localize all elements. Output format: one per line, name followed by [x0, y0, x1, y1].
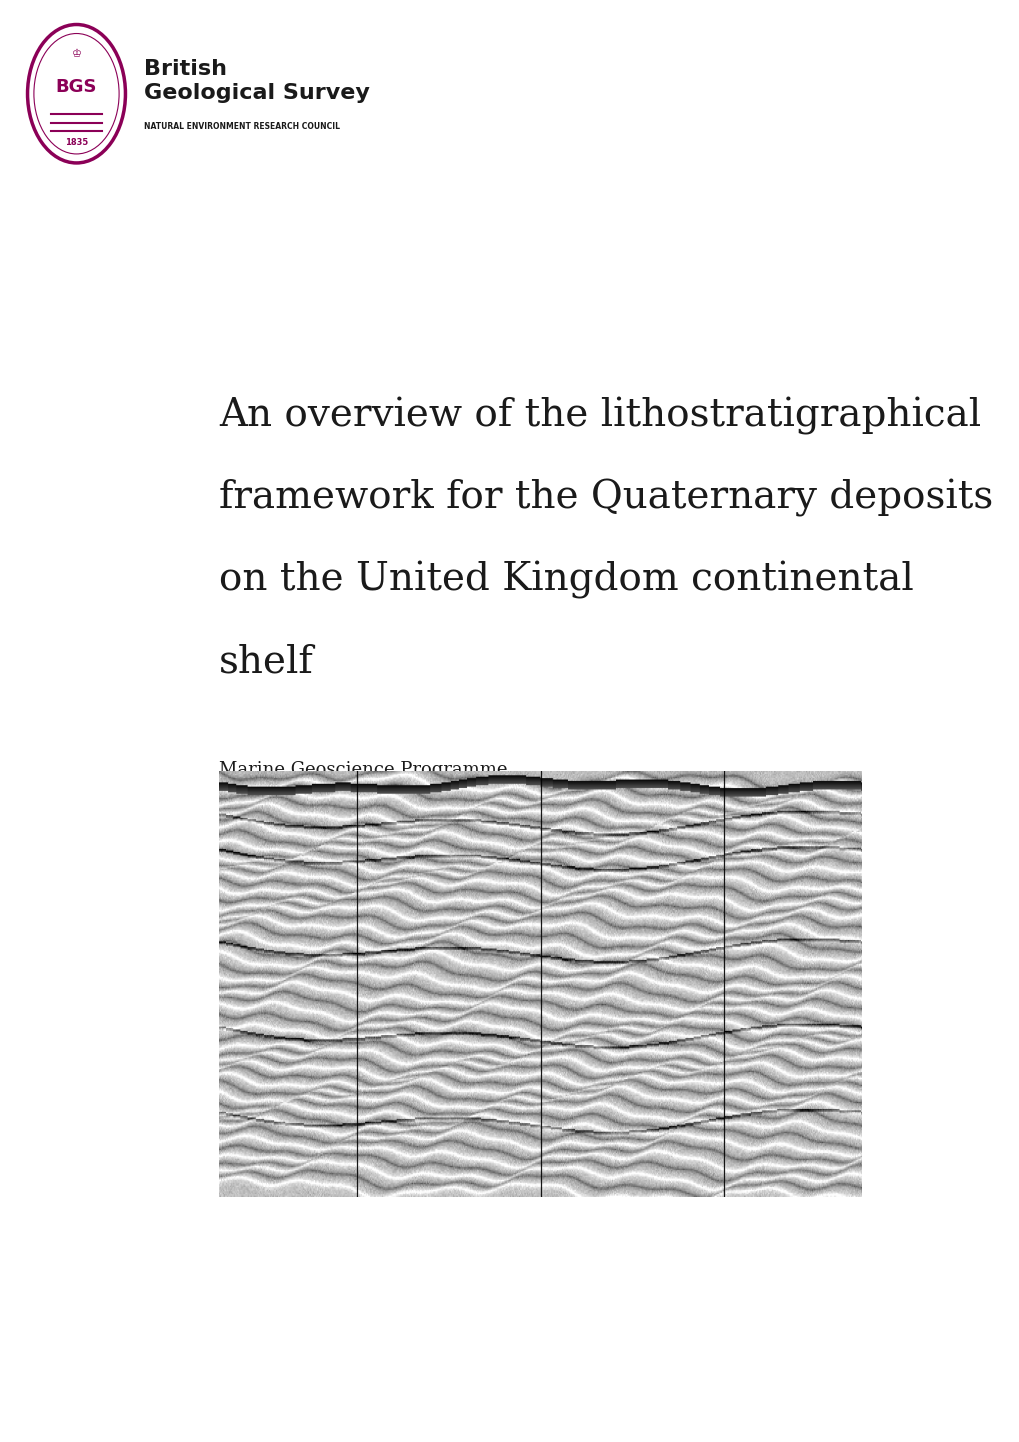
Text: Marine Geoscience Programme: Marine Geoscience Programme — [219, 761, 507, 779]
Text: British
Geological Survey: British Geological Survey — [144, 59, 369, 104]
Text: shelf: shelf — [219, 643, 314, 681]
Text: ♔: ♔ — [71, 49, 82, 59]
Text: Research Report RR/11/03: Research Report RR/11/03 — [219, 823, 463, 841]
Text: 1835: 1835 — [65, 137, 88, 147]
Text: on the United Kingdom continental: on the United Kingdom continental — [219, 561, 913, 598]
Text: NATURAL ENVIRONMENT RESEARCH COUNCIL: NATURAL ENVIRONMENT RESEARCH COUNCIL — [144, 123, 339, 131]
Text: framework for the Quaternary deposits: framework for the Quaternary deposits — [219, 479, 993, 516]
Text: BGS: BGS — [56, 78, 97, 95]
Text: An overview of the lithostratigraphical: An overview of the lithostratigraphical — [219, 397, 980, 434]
